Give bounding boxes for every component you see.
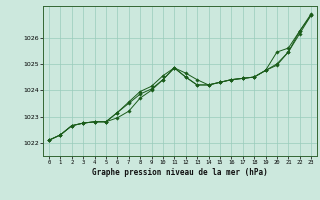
X-axis label: Graphe pression niveau de la mer (hPa): Graphe pression niveau de la mer (hPa): [92, 168, 268, 177]
